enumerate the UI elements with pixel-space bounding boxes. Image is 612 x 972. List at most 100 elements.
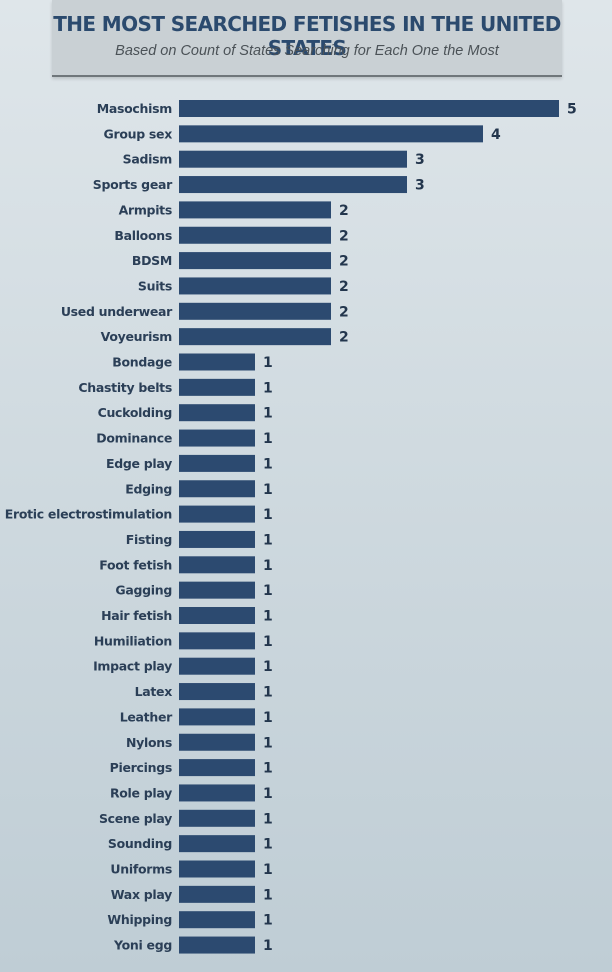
bar bbox=[179, 302, 331, 320]
bar bbox=[179, 936, 255, 954]
category-label: Wax play bbox=[111, 887, 172, 902]
value-label: 1 bbox=[263, 406, 273, 422]
bar bbox=[179, 835, 255, 853]
bar bbox=[179, 429, 255, 447]
bar bbox=[179, 150, 407, 168]
value-label: 1 bbox=[263, 735, 273, 751]
bar bbox=[179, 252, 331, 270]
category-label: Used underwear bbox=[61, 304, 173, 319]
bar bbox=[179, 378, 255, 396]
bar bbox=[179, 454, 255, 472]
value-label: 3 bbox=[415, 178, 425, 194]
category-label: Uniforms bbox=[110, 862, 172, 877]
category-label: Edge play bbox=[106, 456, 172, 471]
bar bbox=[179, 505, 255, 523]
value-label: 2 bbox=[339, 330, 349, 346]
category-label: Whipping bbox=[107, 912, 172, 927]
category-label: Masochism bbox=[97, 101, 173, 116]
bar bbox=[179, 530, 255, 548]
value-label: 2 bbox=[339, 304, 349, 320]
value-label: 4 bbox=[491, 127, 501, 143]
bar bbox=[179, 885, 255, 903]
category-label: Role play bbox=[110, 785, 172, 800]
category-label: Sadism bbox=[123, 152, 173, 167]
category-label: Gagging bbox=[115, 583, 172, 598]
bar bbox=[179, 581, 255, 599]
category-label: Hair fetish bbox=[101, 608, 172, 623]
category-label: Humiliation bbox=[94, 633, 172, 648]
category-label: Sounding bbox=[108, 836, 172, 851]
bar bbox=[179, 226, 331, 244]
bar bbox=[179, 632, 255, 650]
value-label: 1 bbox=[263, 913, 273, 929]
bar bbox=[179, 784, 255, 802]
category-label: Bondage bbox=[112, 355, 172, 370]
value-label: 2 bbox=[339, 228, 349, 244]
bar bbox=[179, 277, 331, 295]
value-label: 1 bbox=[263, 583, 273, 599]
bar bbox=[179, 556, 255, 574]
bar bbox=[179, 607, 255, 624]
bar bbox=[179, 657, 255, 675]
category-label: Leather bbox=[120, 709, 173, 724]
value-label: 1 bbox=[263, 710, 273, 726]
category-label: Dominance bbox=[96, 431, 172, 446]
chart-title: THE MOST SEARCHED FETISHES IN THE UNITED… bbox=[53, 12, 561, 60]
value-label: 1 bbox=[263, 761, 273, 777]
bar bbox=[179, 100, 559, 117]
value-label: 1 bbox=[263, 634, 273, 650]
bar bbox=[179, 911, 255, 929]
bar bbox=[179, 708, 255, 726]
value-label: 1 bbox=[263, 532, 273, 548]
value-label: 2 bbox=[339, 279, 349, 295]
category-label: Armpits bbox=[119, 202, 172, 217]
bar bbox=[179, 125, 483, 143]
bar bbox=[179, 733, 255, 751]
category-label: Piercings bbox=[110, 760, 172, 775]
category-label: Balloons bbox=[114, 228, 172, 243]
category-label: Scene play bbox=[99, 811, 172, 826]
category-label: Group sex bbox=[104, 126, 173, 141]
value-label: 1 bbox=[263, 380, 273, 396]
value-label: 1 bbox=[263, 811, 273, 827]
value-label: 1 bbox=[263, 507, 273, 523]
bar bbox=[179, 480, 255, 498]
value-label: 1 bbox=[263, 837, 273, 853]
value-label: 1 bbox=[263, 355, 273, 371]
bar bbox=[179, 809, 255, 827]
category-label: Suits bbox=[138, 278, 172, 293]
category-label: Foot fetish bbox=[99, 557, 172, 572]
value-label: 1 bbox=[263, 558, 273, 574]
bar bbox=[179, 328, 331, 346]
value-label: 1 bbox=[263, 938, 273, 954]
value-label: 1 bbox=[263, 887, 273, 903]
value-label: 2 bbox=[339, 254, 349, 270]
bar bbox=[179, 201, 331, 219]
value-label: 1 bbox=[263, 685, 273, 701]
value-label: 2 bbox=[339, 203, 349, 219]
bar bbox=[179, 404, 255, 422]
category-label: Impact play bbox=[93, 659, 172, 674]
category-label: Fisting bbox=[126, 532, 172, 547]
value-label: 1 bbox=[263, 482, 273, 498]
value-label: 1 bbox=[263, 609, 273, 625]
category-label: Sports gear bbox=[93, 177, 173, 192]
bar bbox=[179, 353, 255, 371]
bar bbox=[179, 176, 407, 194]
chart-header: THE MOST SEARCHED FETISHES IN THE UNITED… bbox=[52, 0, 562, 77]
category-label: Yoni egg bbox=[113, 938, 172, 953]
bar bbox=[179, 683, 255, 701]
category-label: Cuckolding bbox=[98, 405, 172, 420]
chart-subtitle: Based on Count of States Searching for E… bbox=[115, 43, 499, 59]
bar bbox=[179, 860, 255, 878]
value-label: 1 bbox=[263, 456, 273, 472]
bar bbox=[179, 759, 255, 777]
category-label: Erotic electrostimulation bbox=[5, 507, 172, 522]
category-label: Nylons bbox=[126, 735, 172, 750]
value-label: 1 bbox=[263, 862, 273, 878]
value-label: 1 bbox=[263, 659, 273, 675]
category-label: Chastity belts bbox=[78, 380, 172, 395]
category-label: Latex bbox=[135, 684, 173, 699]
category-label: Voyeurism bbox=[101, 329, 173, 344]
